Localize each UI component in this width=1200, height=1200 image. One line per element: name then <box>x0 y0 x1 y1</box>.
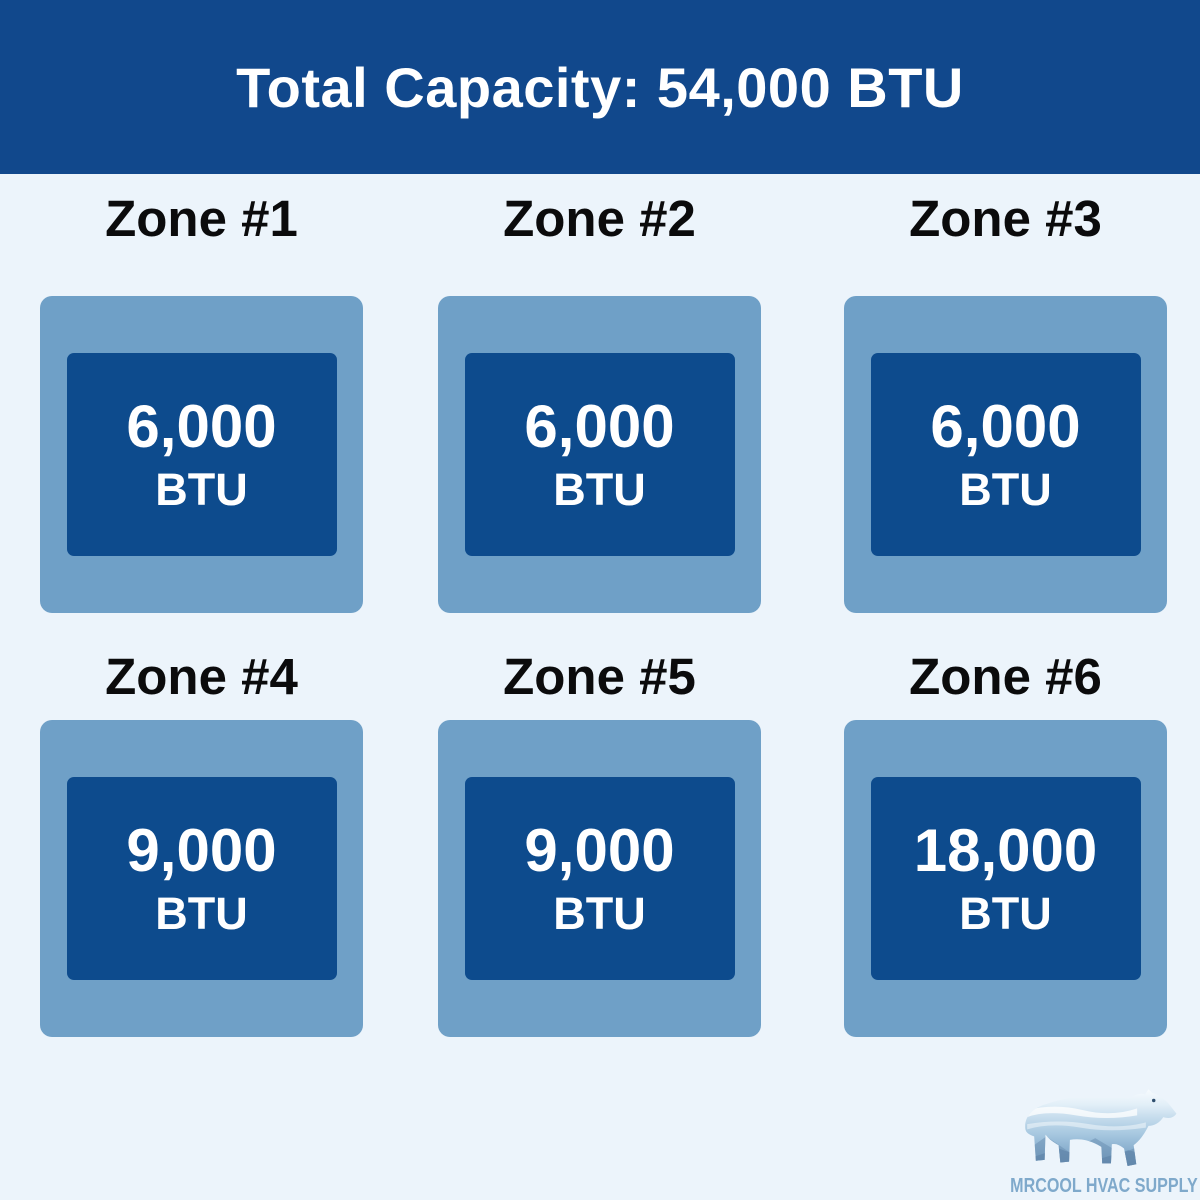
zone-title: Zone #3 <box>909 190 1102 247</box>
zone-btu-unit: BTU <box>553 464 646 516</box>
zone-btu-unit: BTU <box>155 888 248 940</box>
zone-title: Zone #2 <box>503 190 696 247</box>
zone-btu-unit: BTU <box>959 464 1052 516</box>
zone-card-4: Zone #4 9,000 BTU <box>40 648 363 1037</box>
zone-capacity-box: 6,000 BTU <box>66 353 337 556</box>
zone-btu-unit: BTU <box>553 888 646 940</box>
zone-capacity-box: 9,000 BTU <box>66 777 337 980</box>
zone-outer-square: 18,000 BTU <box>844 720 1167 1037</box>
zone-capacity-box: 6,000 BTU <box>464 353 735 556</box>
zone-btu-value: 6,000 <box>126 393 277 461</box>
zone-outer-square: 6,000 BTU <box>844 296 1167 613</box>
zone-title: Zone #1 <box>105 190 298 247</box>
polar-bear-icon <box>1024 1089 1176 1167</box>
zone-outer-square: 9,000 BTU <box>40 720 363 1037</box>
zone-card-2: Zone #2 6,000 BTU <box>438 190 761 613</box>
zone-outer-square: 6,000 BTU <box>40 296 363 613</box>
zone-btu-value: 18,000 <box>913 817 1098 885</box>
zone-btu-unit: BTU <box>155 464 248 516</box>
zone-btu-unit: BTU <box>959 888 1052 940</box>
brand-logo: MRCOOL HVAC SUPPLY <box>1002 1070 1198 1197</box>
zone-card-3: Zone #3 6,000 BTU <box>844 190 1167 613</box>
zone-card-1: Zone #1 6,000 BTU <box>40 190 363 613</box>
zone-btu-value: 9,000 <box>524 817 675 885</box>
zone-outer-square: 9,000 BTU <box>438 720 761 1037</box>
zone-card-6: Zone #6 18,000 BTU <box>844 648 1167 1037</box>
zone-btu-value: 9,000 <box>126 817 277 885</box>
zone-card-5: Zone #5 9,000 BTU <box>438 648 761 1037</box>
zone-title: Zone #6 <box>909 648 1102 705</box>
brand-name: MRCOOL HVAC SUPPLY <box>1010 1173 1198 1197</box>
header-bar: Total Capacity: 54,000 BTU <box>0 0 1200 174</box>
zone-btu-value: 6,000 <box>930 393 1081 461</box>
zone-capacity-box: 6,000 BTU <box>870 353 1141 556</box>
zone-title: Zone #4 <box>105 648 298 705</box>
zone-title: Zone #5 <box>503 648 696 705</box>
zone-capacity-box: 18,000 BTU <box>870 777 1141 980</box>
zone-btu-value: 6,000 <box>524 393 675 461</box>
zone-outer-square: 6,000 BTU <box>438 296 761 613</box>
zone-capacity-box: 9,000 BTU <box>464 777 735 980</box>
page-title: Total Capacity: 54,000 BTU <box>236 55 964 119</box>
